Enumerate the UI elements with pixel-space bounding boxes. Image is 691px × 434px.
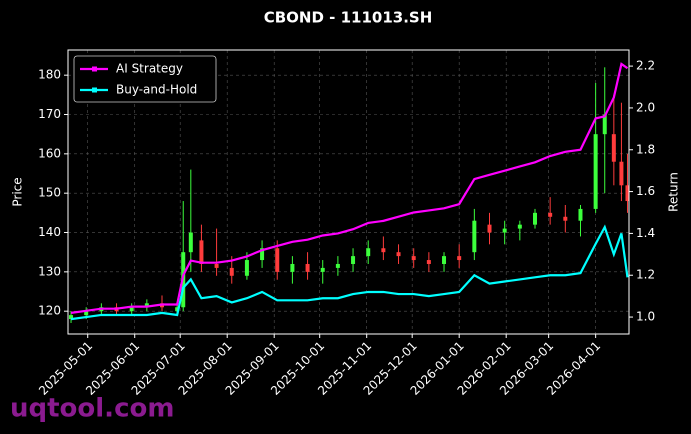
candle-body	[457, 256, 462, 261]
candle-body	[305, 263, 310, 272]
candle-body	[611, 134, 616, 162]
candle-body	[188, 232, 193, 253]
candle-body	[593, 134, 598, 209]
candle-body	[487, 224, 492, 233]
y2-tick-label: 1.4	[636, 226, 655, 240]
y2-tick-label: 1.2	[636, 268, 655, 282]
legend-label: Buy-and-Hold	[116, 83, 197, 97]
line-series	[70, 224, 629, 321]
candle-body	[411, 256, 416, 261]
y-axis-label: Price	[11, 177, 25, 206]
candle-body	[335, 263, 340, 268]
candle-body	[320, 267, 325, 272]
candle-body	[578, 208, 583, 221]
candle-body	[84, 311, 89, 316]
candle-body	[548, 212, 553, 217]
candle-body	[619, 161, 624, 186]
y2-tick-label: 2.0	[636, 100, 655, 114]
legend-marker	[92, 66, 97, 72]
legend-label: AI Strategy	[116, 62, 183, 76]
y2-tick-label: 1.0	[636, 310, 655, 324]
candle-body	[602, 114, 607, 135]
candle-body	[532, 212, 537, 225]
y-tick-label: 180	[38, 68, 61, 82]
y2-axis-label: Return	[667, 172, 681, 212]
candle-body	[396, 252, 401, 257]
watermark: uqtool.com	[10, 394, 174, 424]
line-series	[70, 62, 629, 314]
y-tick-label: 130	[38, 264, 61, 278]
y-tick-label: 150	[38, 186, 61, 200]
candle-body	[69, 315, 74, 320]
y-tick-label: 120	[38, 304, 61, 318]
candle-body	[129, 307, 134, 312]
candle-body	[517, 224, 522, 229]
chart-title: CBOND - 111013.SH	[264, 9, 433, 27]
candle-body	[625, 185, 630, 202]
legend-box	[73, 55, 217, 103]
candle-body	[244, 260, 249, 276]
candle-body	[260, 248, 265, 261]
candle-body	[290, 263, 295, 272]
candle-body	[175, 307, 180, 312]
y2-tick-label: 1.8	[636, 142, 655, 156]
y-tick-label: 140	[38, 225, 61, 239]
candle-body	[472, 220, 477, 253]
candle-body	[275, 248, 280, 272]
candle-body	[199, 240, 204, 264]
legend-marker	[92, 87, 97, 93]
plot-frame	[67, 49, 630, 335]
candle-body	[381, 248, 386, 253]
candle-body	[426, 260, 431, 264]
y2-tick-label: 1.6	[636, 184, 655, 198]
candle-body	[351, 256, 356, 264]
candle-body	[366, 248, 371, 257]
candle-body	[144, 303, 149, 308]
candle-body	[502, 228, 507, 233]
candle-body	[442, 256, 447, 264]
y-tick-label: 170	[38, 107, 61, 121]
y2-tick-label: 2.2	[636, 59, 655, 73]
candle-body	[214, 263, 219, 268]
y-tick-label: 160	[38, 146, 61, 160]
candle-body	[229, 267, 234, 276]
candle-body	[563, 216, 568, 221]
